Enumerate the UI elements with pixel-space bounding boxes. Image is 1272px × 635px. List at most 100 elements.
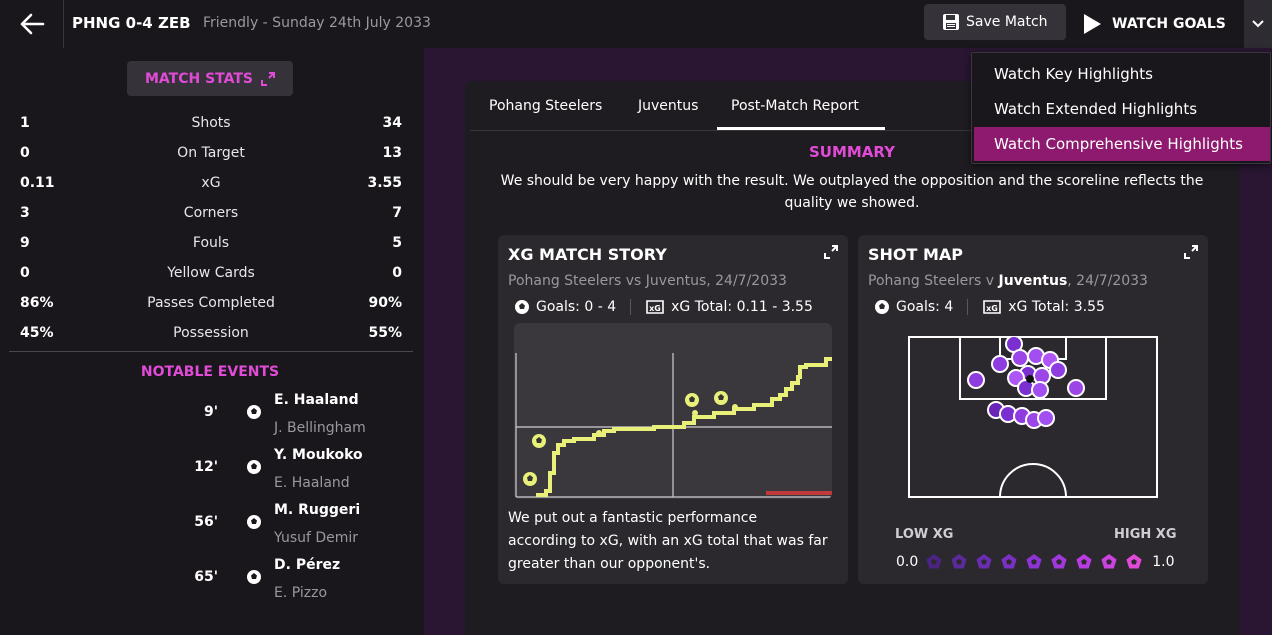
highlights-dropdown: Watch Key Highlights Watch Extended High… [971,52,1271,164]
watch-goals-button[interactable]: WATCH GOALS [1082,10,1226,38]
stats-divider [9,351,413,352]
stat-label: Shots [191,115,231,131]
stats-separator [630,299,632,315]
shot-map-pitch [908,336,1158,498]
shot-map-subtitle-prefix: Pohang Steelers v [868,273,999,289]
chevron-down-icon [1252,20,1264,28]
expand-icon[interactable] [1184,245,1198,259]
stat-away-value: 7 [392,205,402,221]
high-xg-label: HIGH XG [1114,527,1177,542]
match-subtitle: Friendly - Sunday 24th July 2033 [203,15,431,31]
event-assist: E. Haaland [274,475,350,491]
shot-map-subtitle: Pohang Steelers v Juventus, 24/7/2033 [868,273,1148,289]
goal-marker-ball [714,391,728,405]
event-assist: E. Pizzo [274,585,328,601]
scale-min: 0.0 [896,554,919,570]
stat-home-value: 3 [20,205,30,221]
stat-row-on-target: 0 On Target 13 [20,138,402,168]
match-stats-panel: MATCH STATS 1 Shots 34 0 On Target 13 0.… [0,48,424,635]
match-stats-label: MATCH STATS [144,70,254,87]
menu-item-comprehensive-highlights[interactable]: Watch Comprehensive Highlights [974,127,1270,161]
low-xg-label: LOW XG [895,527,954,542]
active-tab-indicator [717,127,885,130]
event-item[interactable]: 9' E. Haaland J. Bellingham [0,392,420,442]
stat-away-value: 5 [392,235,402,251]
event-minute: 56' [194,514,218,530]
event-item[interactable]: 65' D. Pérez E. Pizzo [0,557,420,607]
stat-home-value: 45% [20,325,54,341]
stat-row-yellow-cards: 0 Yellow Cards 0 [20,258,402,288]
watch-goals-label: WATCH GOALS [1112,16,1226,32]
tab-divider [470,130,1230,131]
menu-item-extended-highlights[interactable]: Watch Extended Highlights [994,100,1198,118]
event-item[interactable]: 12' Y. Moukoko E. Haaland [0,447,420,497]
scale-max: 1.0 [1152,554,1175,570]
svg-text:xG: xG [649,304,661,313]
xg-match-story-card: XG MATCH STORY Pohang Steelers vs Juvent… [498,235,848,584]
stat-label: Fouls [192,235,230,251]
stat-row-passes-completed: 86% Passes Completed 90% [20,288,402,318]
stat-label: Possession [173,325,249,341]
tab-pohang-steelers[interactable]: Pohang Steelers [489,98,603,114]
xg-color-scale: 0.0 1.0 [896,552,1175,572]
xg-badge-icon: xG [646,300,664,314]
event-scorer: D. Pérez [274,557,341,573]
stat-away-value: 55% [368,325,402,341]
stat-label: Passes Completed [147,295,275,311]
stat-home-value: 0 [20,265,30,281]
xg-card-goals: Goals: 0 - 4 [536,299,617,315]
goal-marker-ball [523,472,537,486]
summary-text: We should be very happy with the result.… [500,173,1204,211]
event-minute: 9' [203,404,218,420]
expand-icon [261,71,276,86]
save-match-button[interactable]: Save Match [924,4,1066,40]
goal-marker-ball [685,393,699,407]
stat-away-value: 3.55 [367,175,402,191]
football-icon [247,405,261,419]
watch-options-toggle[interactable] [1244,0,1272,48]
stat-label: Yellow Cards [167,265,255,281]
event-scorer: Y. Moukoko [274,447,363,463]
shot-map-stats: Goals: 4 xG xG Total: 3.55 [874,299,1105,315]
shot-markers [967,336,1085,429]
stat-row-possession: 45% Possession 55% [20,318,402,348]
stat-home-value: 1 [20,115,30,131]
stat-home-value: 0 [20,145,30,161]
xg-card-title: XG MATCH STORY [508,245,667,264]
football-icon [247,570,261,584]
stat-away-value: 13 [382,145,402,161]
football-icon [515,300,529,314]
event-scorer: M. Ruggeri [274,502,361,518]
event-assist: J. Bellingham [274,420,366,436]
event-minute: 65' [194,569,218,585]
back-button[interactable] [0,0,64,48]
stat-away-value: 90% [368,295,402,311]
svg-text:xG: xG [986,304,998,313]
xg-card-total: xG Total: 0.11 - 3.55 [671,299,813,315]
stat-label: Corners [183,205,239,221]
event-item[interactable]: 56' M. Ruggeri Yusuf Demir [0,502,420,552]
xg-card-stats: Goals: 0 - 4 xG xG Total: 0.11 - 3.55 [514,299,813,315]
save-match-label: Save Match [966,14,1048,30]
shot-map-title: SHOT MAP [868,245,964,264]
xg-timeline-chart [514,323,832,499]
xg-scale-markers [926,554,1142,569]
stat-home-value: 0.11 [20,175,55,191]
xg-timeline-svg [515,353,832,498]
tab-post-match-report[interactable]: Post-Match Report [731,98,859,114]
stats-table: 1 Shots 34 0 On Target 13 0.11 xG 3.55 3… [20,108,402,348]
play-icon [1084,14,1101,34]
xg-card-subtitle: Pohang Steelers vs Juventus, 24/7/2033 [508,273,787,289]
shot-map-total: xG Total: 3.55 [1008,299,1105,315]
match-stats-button[interactable]: MATCH STATS [127,61,293,96]
xg-badge-icon: xG [983,300,1002,314]
stats-separator [967,299,969,315]
menu-item-key-highlights[interactable]: Watch Key Highlights [994,65,1153,83]
event-scorer: E. Haaland [274,392,359,408]
stat-away-value: 34 [382,115,402,131]
expand-icon[interactable] [824,245,838,259]
xg-card-text: We put out a fantastic performance accor… [508,510,828,572]
tab-juventus[interactable]: Juventus [638,98,699,114]
stat-label: xG [201,175,221,191]
football-icon [247,460,261,474]
